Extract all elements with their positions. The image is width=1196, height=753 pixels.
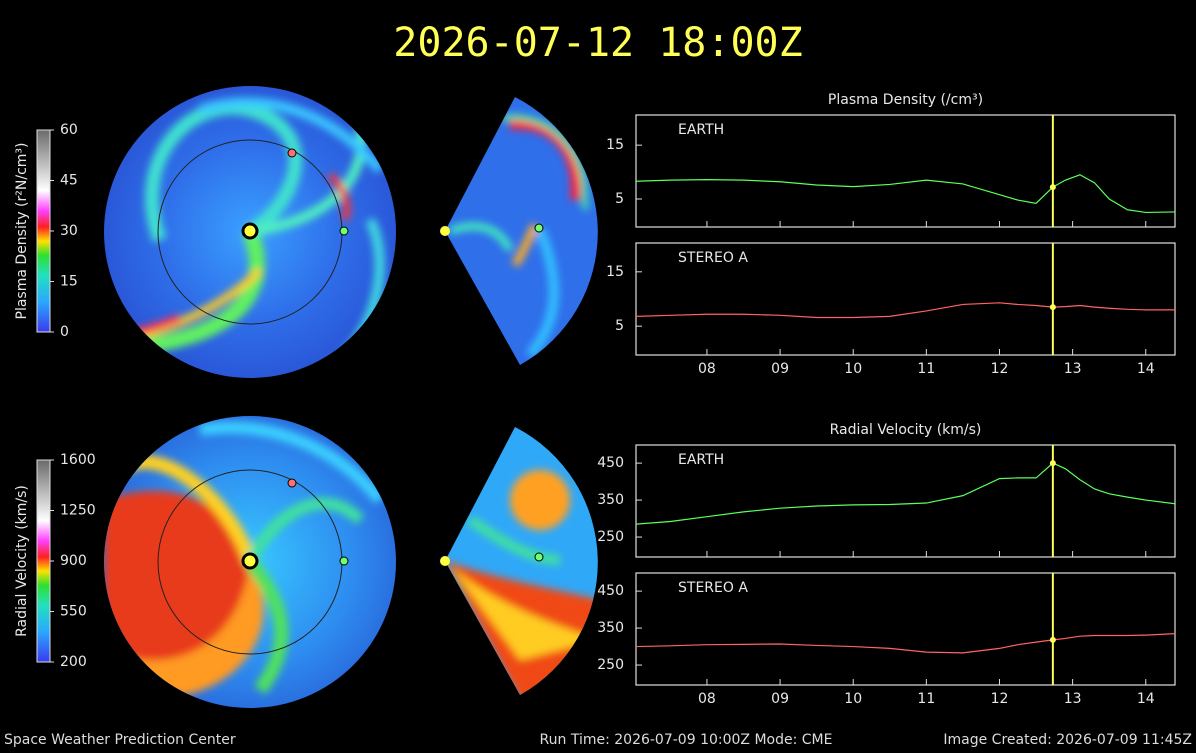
series-label: STEREO A (678, 580, 748, 596)
x-tick-label: 14 (1137, 361, 1155, 377)
sun (241, 552, 259, 570)
x-tick-label: 10 (844, 691, 862, 707)
series-label: EARTH (678, 452, 724, 468)
sun (241, 222, 259, 240)
series-label: STEREO A (678, 250, 748, 266)
earth-marker (534, 552, 544, 562)
colorbar-tick-label: 45 (60, 173, 78, 189)
footer-left: Space Weather Prediction Center (4, 732, 236, 748)
colorbar (36, 129, 51, 333)
x-tick-label: 13 (1064, 691, 1082, 707)
x-tick-label: 09 (771, 691, 789, 707)
earth-marker (339, 556, 349, 566)
stereo-marker (287, 478, 297, 488)
y-tick-label: 350 (597, 620, 624, 636)
velocity-disk (104, 416, 396, 708)
colorbar-tick-label: 200 (60, 654, 87, 670)
colorbar-tick-label: 550 (60, 604, 87, 620)
y-tick-label: 5 (615, 191, 624, 207)
x-tick-label: 09 (771, 361, 789, 377)
x-tick-label: 08 (698, 361, 716, 377)
colorbar-tick-label: 1250 (60, 503, 96, 519)
y-tick-label: 250 (597, 657, 624, 673)
plot-frame (635, 444, 1176, 558)
plot-frame (635, 572, 1176, 686)
y-tick-label: 15 (606, 137, 624, 153)
series-line (635, 462, 1176, 525)
footer-center: Run Time: 2026-07-09 10:00Z Mode: CME (540, 732, 833, 748)
sun (440, 226, 450, 236)
colorbar-tick-label: 900 (60, 553, 87, 569)
x-tick-label: 08 (698, 691, 716, 707)
colorbar-tick-label: 60 (60, 122, 78, 138)
wedge-background (445, 97, 598, 365)
y-tick-label: 450 (597, 583, 624, 599)
colorbar-tick-label: 15 (60, 274, 78, 290)
colorbar-tick-label: 0 (60, 324, 69, 340)
panel-title: Radial Velocity (km/s) (830, 422, 982, 438)
y-tick-label: 250 (597, 529, 624, 545)
x-tick-label: 11 (917, 691, 935, 707)
colorbar-label: Plasma Density (r²N/cm³) (14, 143, 30, 320)
x-tick-label: 12 (991, 361, 1009, 377)
y-tick-label: 350 (597, 492, 624, 508)
footer-right: Image Created: 2026-07-09 11:45Z (943, 732, 1192, 748)
x-tick-label: 14 (1137, 691, 1155, 707)
velocity-wedge (440, 427, 598, 695)
colorbar-tick-label: 1600 (60, 452, 96, 468)
panel-title: Plasma Density (/cm³) (828, 92, 983, 108)
colorbar-tick-label: 30 (60, 223, 78, 239)
y-tick-label: 450 (597, 455, 624, 471)
y-tick-label: 5 (615, 318, 624, 334)
stereo-marker (287, 148, 297, 158)
series-line (635, 633, 1176, 654)
sun (440, 556, 450, 566)
run-title: 2026-07-12 18:00Z (393, 20, 802, 66)
x-tick-label: 11 (917, 361, 935, 377)
plot-frame (635, 242, 1176, 356)
x-tick-label: 10 (844, 361, 862, 377)
colorbar-label: Radial Velocity (km/s) (14, 485, 30, 637)
x-tick-label: 12 (991, 691, 1009, 707)
density-disk (104, 86, 396, 378)
earth-marker (339, 226, 349, 236)
earth-marker (534, 223, 544, 233)
density-wedge (440, 97, 598, 365)
x-tick-label: 13 (1064, 361, 1082, 377)
series-line (635, 302, 1175, 319)
wedge-features (448, 113, 589, 359)
colorbar (36, 459, 51, 663)
series-label: EARTH (678, 122, 724, 138)
series-line (635, 174, 1176, 214)
plot-frame (635, 114, 1176, 228)
y-tick-label: 15 (606, 264, 624, 280)
